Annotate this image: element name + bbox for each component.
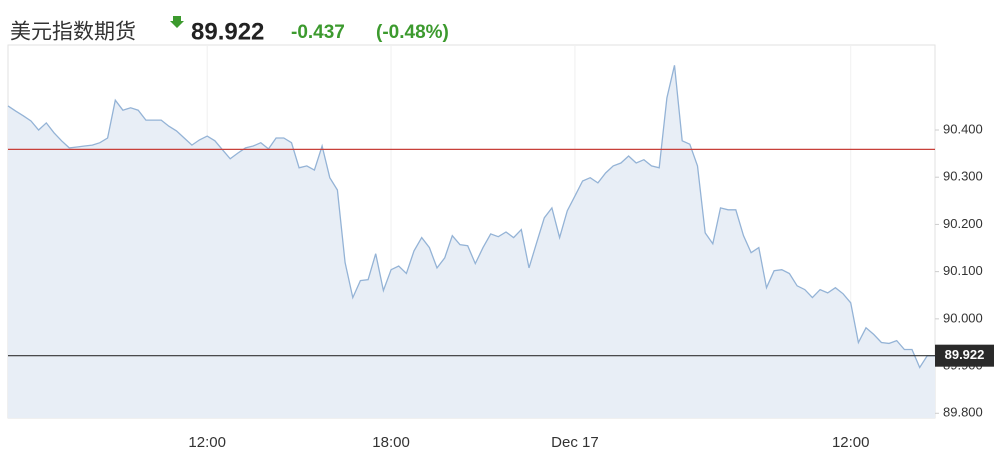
price: 89.922 — [191, 18, 264, 45]
x-tick-label: Dec 17 — [551, 434, 599, 451]
x-tick-label: 12:00 — [188, 434, 226, 451]
price-tag-label: 89.922 — [945, 347, 985, 362]
change-percent: (-0.48%) — [376, 22, 449, 43]
x-tick-label: 18:00 — [372, 434, 410, 451]
y-tick-label: 90.300 — [943, 169, 983, 184]
y-tick-label: 90.000 — [943, 310, 983, 325]
line — [7, 65, 935, 369]
down-arrow-icon — [170, 16, 184, 28]
y-tick-label: 90.100 — [943, 263, 983, 278]
y-tick-label: 89.800 — [943, 405, 983, 420]
y-tick-label: 90.200 — [943, 216, 983, 231]
change: -0.437 — [291, 22, 345, 43]
price-tag — [935, 344, 994, 367]
chart-title: 美元指数期货 — [10, 21, 136, 44]
area — [8, 65, 935, 419]
x-tick-label: 12:00 — [832, 434, 870, 451]
y-tick-label: 90.400 — [943, 121, 983, 136]
